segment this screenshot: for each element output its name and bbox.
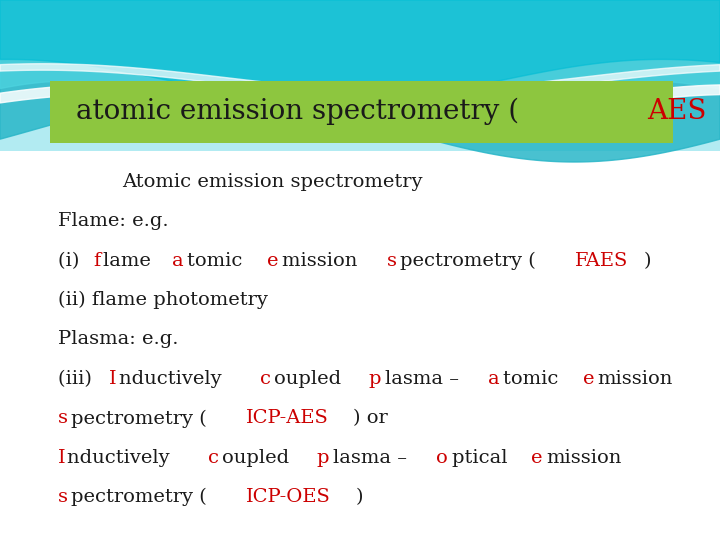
Text: tomic: tomic bbox=[187, 252, 249, 269]
Text: Atomic emission spectrometry: Atomic emission spectrometry bbox=[122, 173, 423, 191]
Text: s: s bbox=[58, 409, 68, 427]
FancyBboxPatch shape bbox=[50, 81, 673, 143]
Text: oupled: oupled bbox=[274, 370, 347, 388]
Text: (ii) flame photometry: (ii) flame photometry bbox=[58, 291, 267, 309]
Text: c: c bbox=[208, 449, 219, 467]
Text: atomic emission spectrometry (: atomic emission spectrometry ( bbox=[76, 98, 518, 125]
Text: (i): (i) bbox=[58, 252, 85, 269]
Text: ICP-AES: ICP-AES bbox=[246, 409, 328, 427]
Text: (iii): (iii) bbox=[58, 370, 98, 388]
Text: Flame: e.g.: Flame: e.g. bbox=[58, 212, 168, 230]
Text: pectrometry (: pectrometry ( bbox=[71, 488, 207, 507]
Text: ICP-OES: ICP-OES bbox=[246, 488, 330, 506]
Text: AES: AES bbox=[647, 98, 707, 125]
Text: I: I bbox=[58, 449, 66, 467]
Text: mission: mission bbox=[546, 449, 621, 467]
Text: ) or: ) or bbox=[353, 409, 387, 427]
Text: lasma –: lasma – bbox=[333, 449, 413, 467]
Text: e: e bbox=[582, 370, 594, 388]
Text: oupled: oupled bbox=[222, 449, 295, 467]
Text: FAES: FAES bbox=[575, 252, 629, 269]
Text: a: a bbox=[172, 252, 184, 269]
Text: s: s bbox=[387, 252, 397, 269]
Text: pectrometry (: pectrometry ( bbox=[71, 409, 207, 428]
Text: ): ) bbox=[644, 252, 652, 269]
Text: e: e bbox=[267, 252, 279, 269]
Text: lame: lame bbox=[102, 252, 157, 269]
Text: p: p bbox=[317, 449, 329, 467]
Text: Plasma: e.g.: Plasma: e.g. bbox=[58, 330, 178, 348]
Text: pectrometry (: pectrometry ( bbox=[400, 252, 536, 270]
Text: a: a bbox=[488, 370, 500, 388]
Text: nductively: nductively bbox=[120, 370, 228, 388]
Text: o: o bbox=[436, 449, 449, 467]
Text: I: I bbox=[109, 370, 117, 388]
Text: mission: mission bbox=[282, 252, 364, 269]
Text: p: p bbox=[369, 370, 381, 388]
Text: nductively: nductively bbox=[68, 449, 176, 467]
Text: mission: mission bbox=[598, 370, 673, 388]
Text: f: f bbox=[94, 252, 101, 269]
Text: c: c bbox=[260, 370, 271, 388]
Text: ): ) bbox=[355, 488, 363, 506]
Text: e: e bbox=[531, 449, 543, 467]
FancyBboxPatch shape bbox=[0, 0, 720, 151]
Text: ptical: ptical bbox=[451, 449, 513, 467]
Text: s: s bbox=[58, 488, 68, 506]
Text: tomic: tomic bbox=[503, 370, 565, 388]
Text: lasma –: lasma – bbox=[384, 370, 465, 388]
